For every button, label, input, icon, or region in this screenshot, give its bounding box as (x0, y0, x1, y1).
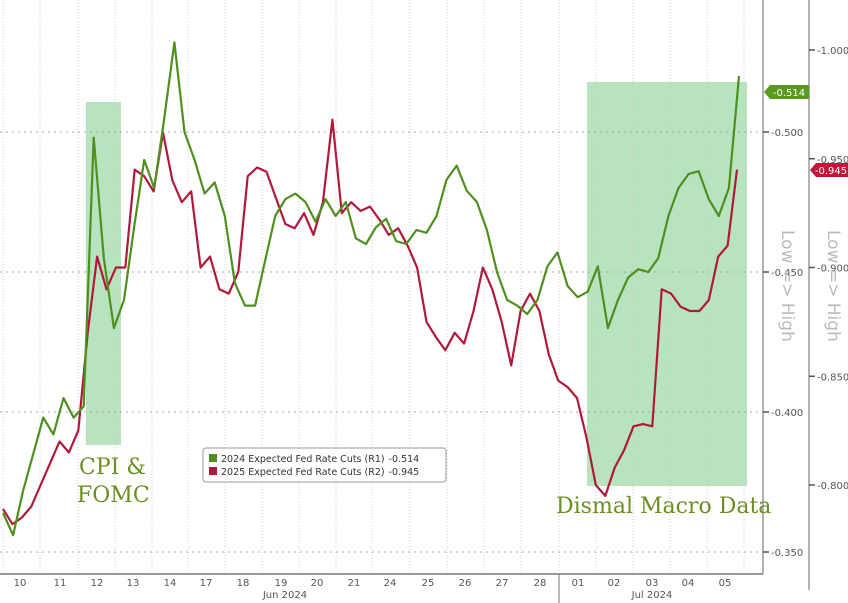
left-tick-label: -0.450 (771, 268, 803, 279)
month-label-jun: Jun 2024 (262, 590, 307, 601)
series-2024-rate-cuts (1, 41, 741, 537)
left-axis-direction-label: Low => High (777, 230, 797, 342)
right-tick-label: -0.950 (817, 155, 848, 166)
x-tick-label: 27 (496, 578, 509, 589)
right-axis-ticks: -1.000 -0.950 -0.900 -0.850 -0.800 (809, 46, 848, 492)
x-tick-label: 03 (646, 578, 659, 589)
x-tick-label: 02 (608, 578, 621, 589)
x-tick-label: 17 (200, 578, 213, 589)
left-tick-label: -0.500 (771, 128, 803, 139)
x-tick-label: 25 (422, 578, 435, 589)
x-tick-label: 12 (91, 578, 104, 589)
annotation-fomc: FOMC (77, 483, 150, 508)
right-axis-direction-label: Low => High (823, 230, 843, 342)
x-tick-label: 28 (534, 578, 547, 589)
month-label-jul: Jul 2024 (631, 590, 673, 601)
svg-text:-0.514: -0.514 (773, 88, 805, 99)
legend: 2024 Expected Fed Rate Cuts (R1) -0.514 2… (202, 447, 447, 483)
x-tick-label: 18 (237, 578, 250, 589)
highlight-cpi-fomc (86, 102, 121, 445)
last-value-tag-red: -0.945 (810, 163, 848, 177)
highlight-dismal-macro (587, 82, 747, 486)
left-tick-label: -0.400 (771, 408, 803, 419)
x-axis-ticks: 10 11 12 13 14 17 18 19 20 21 24 25 26 27 28 01 02 03 04 05 (14, 578, 732, 589)
x-tick-label: 11 (54, 578, 67, 589)
x-tick-label: 26 (459, 578, 472, 589)
legend-item-2024: 2024 Expected Fed Rate Cuts (R1) -0.514 (221, 454, 419, 465)
left-tick-label: -0.350 (771, 548, 803, 559)
annotation-cpi: CPI & (79, 455, 146, 480)
x-tick-label: 21 (348, 578, 361, 589)
svg-text:-0.945: -0.945 (815, 166, 847, 177)
legend-swatch-red (209, 467, 217, 475)
x-tick-label: 13 (127, 578, 140, 589)
x-tick-label: 14 (164, 578, 177, 589)
left-axis-ticks: -0.500 -0.450 -0.400 -0.350 (763, 128, 803, 559)
right-tick-label: -0.900 (817, 264, 848, 275)
right-tick-label: -0.800 (817, 481, 848, 492)
legend-item-2025: 2025 Expected Fed Rate Cuts (R2) -0.945 (221, 467, 419, 478)
x-tick-label: 19 (275, 578, 288, 589)
x-tick-label: 20 (311, 578, 324, 589)
last-value-tag-green: -0.514 (764, 85, 809, 99)
x-tick-label: 10 (14, 578, 27, 589)
right-tick-label: -0.850 (817, 372, 848, 383)
series-2025-rate-cuts (2, 118, 739, 526)
x-tick-label: 05 (719, 578, 732, 589)
right-tick-label: -1.000 (817, 46, 848, 57)
x-tick-label: 24 (384, 578, 397, 589)
annotation-dismal-macro: Dismal Macro Data (556, 494, 771, 519)
x-tick-label: 04 (682, 578, 695, 589)
legend-swatch-green (209, 454, 217, 462)
x-tick-label: 01 (572, 578, 585, 589)
